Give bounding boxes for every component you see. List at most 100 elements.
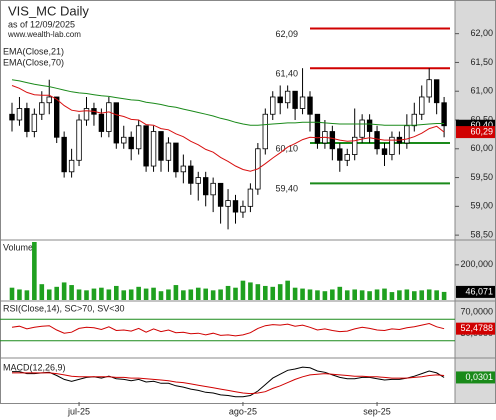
candle-body	[83, 108, 90, 121]
candle-body	[98, 113, 105, 132]
volume-bar	[121, 290, 127, 300]
candle-body	[314, 113, 321, 144]
candle-body	[106, 102, 112, 132]
y-tick-label: 200,000	[460, 259, 493, 269]
volume-bar	[330, 289, 335, 300]
legend-entry: EMA(Close,70)	[3, 57, 64, 67]
value-badge-label: 60,40	[470, 120, 493, 130]
volume-bar	[99, 287, 104, 300]
chart-title: VIS_MC Daily	[8, 3, 89, 18]
candle-body	[366, 119, 373, 132]
candle-body	[351, 136, 358, 155]
volume-bar	[188, 289, 194, 300]
candle-body	[195, 177, 201, 184]
candle-body	[374, 131, 380, 150]
volume-bar	[54, 286, 59, 300]
candle-body	[68, 159, 75, 173]
candle-body	[61, 136, 67, 173]
candle-body	[404, 125, 410, 144]
volume-bar	[46, 289, 52, 300]
volume-bar	[114, 285, 119, 300]
macd-line	[12, 372, 445, 395]
value-badge	[456, 126, 495, 139]
candle-body	[426, 79, 432, 98]
price-axis-bg	[455, 0, 496, 404]
volume-bar	[307, 289, 313, 300]
volume-bar	[292, 287, 298, 300]
volume-bar	[315, 290, 320, 300]
candle-body	[9, 113, 15, 121]
candle-body	[225, 200, 231, 207]
volume-bar	[151, 287, 156, 300]
volume-bar	[389, 292, 395, 300]
ema-line	[11, 85, 445, 172]
value-badge	[456, 285, 495, 298]
y-tick-label: 58,50	[470, 229, 493, 239]
volume-bar	[136, 286, 141, 300]
volume-bar	[277, 284, 283, 300]
volume-bar	[166, 289, 171, 300]
volume-bar	[195, 287, 201, 300]
volume-bar	[404, 289, 410, 300]
candle-body	[165, 142, 172, 161]
level-label: 62,09	[275, 29, 298, 39]
candle-body	[359, 119, 365, 138]
y-tick-label: 61,50	[470, 57, 493, 67]
volume-bar	[240, 280, 246, 300]
volume-bar	[397, 290, 402, 300]
candle-body	[31, 113, 38, 132]
value-badge-label: 46,071	[465, 286, 493, 296]
panel-title: RSI(Close,14), SC>70, SV<30	[3, 303, 125, 313]
volume-bar	[91, 288, 97, 300]
candle-body	[188, 165, 194, 184]
candle-body	[284, 90, 291, 104]
volume-bar	[233, 287, 238, 300]
volume-bar	[210, 290, 216, 300]
candle-body	[344, 154, 350, 161]
candle-body	[232, 200, 239, 213]
candle-body	[39, 102, 45, 115]
value-badge-label: 52,4788	[460, 323, 493, 333]
candle-body	[337, 148, 343, 161]
value-badge	[456, 322, 495, 335]
volume-bar	[106, 289, 112, 300]
volume-bar	[218, 289, 223, 300]
candle-body	[277, 96, 283, 104]
candle-body	[113, 102, 119, 144]
macd-line	[12, 366, 445, 398]
volume-bar	[344, 290, 350, 300]
candle-body	[128, 136, 134, 150]
volume-bar	[419, 290, 425, 300]
candle-body	[411, 113, 417, 127]
y-tick-label: 60,50	[470, 114, 493, 124]
candle-body	[307, 96, 313, 115]
volume-bar	[382, 288, 387, 300]
panel-title: MACD(12,26,9)	[3, 362, 66, 372]
volume-bar	[39, 284, 45, 300]
y-tick-label: 59,50	[470, 172, 493, 182]
rsi-line	[11, 322, 445, 337]
candle-body	[292, 90, 298, 109]
value-badge	[456, 371, 495, 384]
candle-body	[240, 205, 246, 213]
volume-bar	[374, 289, 380, 300]
volume-bar	[248, 282, 253, 300]
volume-bar	[61, 282, 67, 300]
candle-body	[210, 182, 216, 196]
candle-body	[24, 108, 30, 132]
volume-bar	[128, 289, 134, 300]
x-tick-label: sep-25	[363, 406, 391, 416]
source: www.wealth-lab.com	[7, 30, 81, 39]
level-label: 61,40	[275, 69, 298, 79]
volume-bar	[367, 291, 372, 300]
volume-bar	[412, 291, 417, 300]
volume-bar	[426, 289, 432, 300]
panel-title: Volume	[3, 242, 33, 252]
volume-bar	[441, 291, 447, 300]
volume-bar	[143, 288, 149, 300]
ema-line	[11, 79, 445, 126]
candle-body	[381, 148, 388, 155]
volume-bar	[434, 290, 439, 300]
y-tick-label: 59,00	[470, 201, 493, 211]
value-badge-label: 60,29	[470, 126, 493, 136]
